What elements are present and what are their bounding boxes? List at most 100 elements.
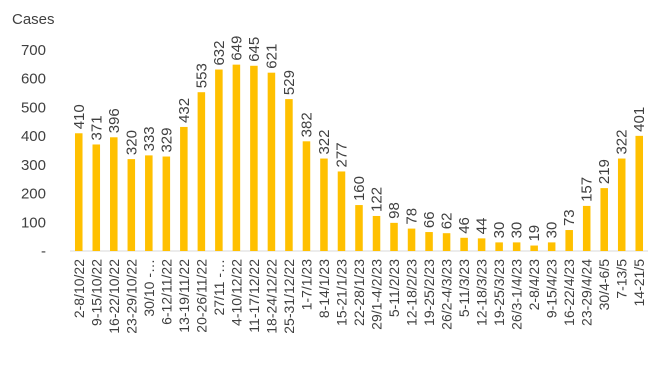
x-tick-label: 29/1-4/2/23 [369,259,385,330]
bar [285,99,293,251]
x-tick-label: 15-21/1/23 [333,259,349,326]
x-tick-label: 23-29/10/22 [123,259,139,334]
x-tick-label: 7-13/5 [614,259,630,299]
y-axis-ticks: - 100 200 300 400 500 600 700 [21,42,46,260]
data-label: 30 [509,222,526,239]
x-tick-label: 27/11 -… [211,259,227,316]
data-label: 30 [544,222,561,239]
data-label: 98 [386,202,403,219]
data-label: 320 [123,130,140,155]
data-label: 621 [263,44,280,69]
bar [407,228,416,251]
data-label: 62 [439,213,456,230]
bar [390,222,398,251]
y-tick-label: 100 [21,214,46,231]
bar [565,230,573,251]
data-label: 333 [141,126,158,151]
y-tick-label: 300 [21,157,46,174]
bar [530,245,538,251]
bar [110,137,118,251]
data-label: 46 [456,217,473,234]
bar [547,242,556,251]
data-label: 19 [526,225,543,242]
data-label: 645 [246,37,263,62]
y-tick-label: 200 [21,186,46,203]
bar [302,141,311,251]
y-tick-label: 700 [21,42,46,59]
bar [477,238,486,251]
data-label: 529 [281,70,298,95]
data-label: 78 [404,208,421,225]
bar [635,135,644,251]
x-tick-label: 6-12/11/22 [158,259,174,325]
bar [442,233,451,251]
x-tick-label: 25-31/12/22 [281,259,297,334]
y-tick-label: 500 [21,99,46,116]
y-tick-label: 400 [21,128,46,145]
x-tick-label: 4-10/12/22 [228,259,244,326]
data-label: 322 [316,130,333,155]
x-tick-label: 26/3-1/4/23 [509,259,525,330]
data-label: 401 [631,107,648,132]
bar [355,205,363,251]
bar [250,65,258,251]
x-tick-label: 5-11/3/23 [456,259,472,317]
bar [372,215,381,251]
x-tick-label: 23-29/4/24 [579,259,595,326]
bar [320,158,328,251]
x-tick-label: 1-7/1/23 [298,259,314,311]
x-tick-label: 5-11/2/23 [386,259,402,317]
x-tick-label: 16-22/10/22 [106,259,122,334]
data-label: 371 [88,115,105,140]
data-label: 30 [491,222,508,239]
data-label: 432 [176,98,193,123]
bar [74,133,83,251]
bar [337,171,346,251]
x-tick-label: 12-18/3/23 [474,259,490,326]
x-tick-label: 20-26/11/22 [193,259,209,333]
bar [180,126,188,251]
x-axis-ticks: 2-8/10/22 9-15/10/22 16-22/10/22 23-29/10/2… [71,259,647,334]
bar [145,155,153,251]
x-tick-label: 9-15/4/23 [544,259,560,318]
x-tick-label: 11-17/12/22 [246,259,262,333]
bar [267,72,276,252]
x-tick-label: 14-21/5 [631,259,647,307]
bar [600,188,608,251]
bar [425,232,433,251]
data-label: 160 [351,176,368,201]
bars [74,64,644,252]
x-tick-label: 16-22/4/23 [561,259,577,326]
y-axis-title: Cases [12,11,55,28]
x-tick-label: 26/2-4/3/23 [439,259,455,330]
data-label: 553 [193,63,210,88]
bar [162,156,171,251]
x-tick-label: 9-15/10/22 [88,259,104,326]
bar [215,69,223,251]
data-label: 122 [369,187,386,212]
data-label: 73 [561,209,578,226]
x-tick-label: 12-18/2/23 [404,259,420,326]
y-tick-label: 600 [21,71,46,88]
x-tick-label: 2-8/4/23 [526,259,542,311]
data-label: 66 [421,211,438,228]
bar [232,64,241,251]
x-tick-label: 30/10 -… [141,259,157,317]
bar [495,242,503,251]
bar [197,92,206,252]
x-tick-label: 22-28/1/23 [351,259,367,326]
bar [582,205,591,251]
data-label: 632 [211,40,228,65]
data-label: 277 [333,142,350,167]
x-tick-label: 8-14/1/23 [316,259,332,318]
data-label: 322 [614,130,631,155]
data-label: 382 [298,112,315,137]
data-label: 649 [228,36,245,61]
bar [92,144,101,251]
bar [512,242,521,251]
data-label: 157 [579,177,596,202]
y-tick-label: - [41,243,46,260]
bar [127,159,136,251]
